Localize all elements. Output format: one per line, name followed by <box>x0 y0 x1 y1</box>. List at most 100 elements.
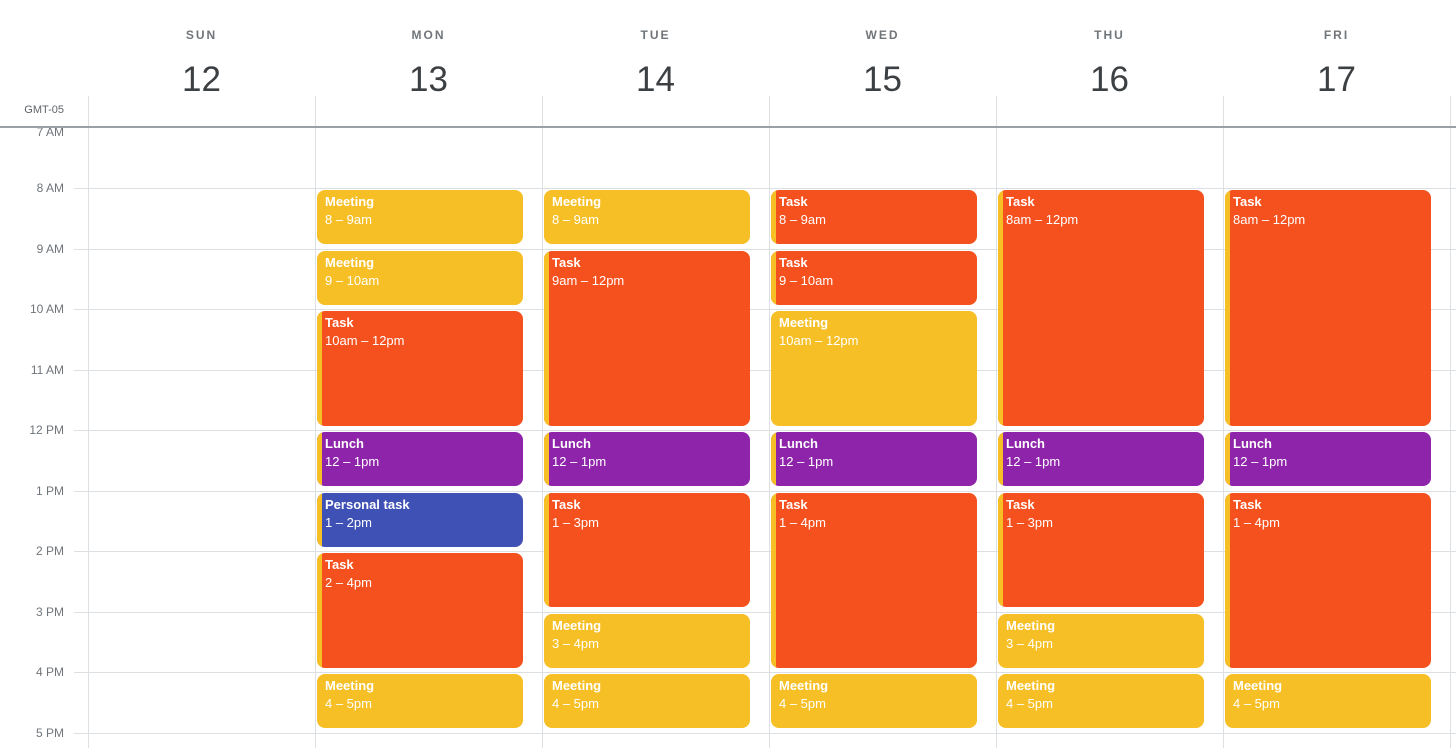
event-task[interactable]: Task 1 – 3pm <box>998 492 1204 608</box>
event-title: Personal task <box>325 496 410 512</box>
event-task[interactable]: Task 8am – 12pm <box>998 190 1204 426</box>
time-label: 7 AM <box>36 125 64 139</box>
event-time: 2 – 4pm <box>325 575 372 591</box>
event-meeting[interactable]: Meeting 3 – 4pm <box>998 613 1204 668</box>
column-gridline-stub <box>996 96 997 126</box>
hour-gridline <box>74 491 1456 492</box>
event-title: Lunch <box>552 436 591 452</box>
column-gridline-stub <box>1223 96 1224 126</box>
column-gridline-stub <box>542 96 543 126</box>
day-name: SUN <box>185 28 218 42</box>
event-meeting[interactable]: Meeting 4 – 5pm <box>998 674 1204 729</box>
day-column-sun[interactable] <box>89 127 315 748</box>
event-title: Meeting <box>552 617 602 633</box>
event-title: Meeting <box>325 678 375 694</box>
event-time: 8 – 9am <box>325 212 372 228</box>
day-header-sun[interactable]: SUN 12 <box>88 0 315 126</box>
event-lunch[interactable]: Lunch 12 – 1pm <box>998 432 1204 487</box>
event-title: Task <box>1233 194 1262 210</box>
event-meeting[interactable]: Meeting 4 – 5pm <box>317 674 523 729</box>
event-title: Meeting <box>1006 678 1056 694</box>
day-name: WED <box>865 28 900 42</box>
day-date: 14 <box>636 60 675 99</box>
column-gridline <box>769 127 770 748</box>
event-title: Lunch <box>325 436 364 452</box>
event-time: 9 – 10am <box>325 272 380 288</box>
time-label: 3 PM <box>35 605 64 619</box>
event-task[interactable]: Task 1 – 3pm <box>544 492 750 608</box>
event-title: Meeting <box>1233 678 1283 694</box>
hour-gridline <box>74 249 1456 250</box>
event-meeting[interactable]: Meeting 4 – 5pm <box>544 674 750 729</box>
event-time: 10am – 12pm <box>779 333 859 349</box>
hour-gridline <box>74 188 1456 189</box>
event-time: 1 – 4pm <box>779 514 826 530</box>
day-name: TUE <box>640 28 671 42</box>
event-time: 8am – 12pm <box>1233 212 1306 228</box>
event-task[interactable]: Task 9am – 12pm <box>544 250 750 426</box>
day-name: THU <box>1094 28 1125 42</box>
column-gridline-stub <box>1450 96 1451 126</box>
event-time: 12 – 1pm <box>552 454 607 470</box>
event-meeting[interactable]: Meeting 3 – 4pm <box>544 613 750 668</box>
event-time: 1 – 3pm <box>1006 514 1053 530</box>
event-title: Meeting <box>325 194 375 210</box>
event-meeting[interactable]: Meeting 4 – 5pm <box>771 674 977 729</box>
event-title: Lunch <box>1006 436 1045 452</box>
event-meeting[interactable]: Meeting 9 – 10am <box>317 250 523 305</box>
event-task[interactable]: Task 1 – 4pm <box>771 492 977 668</box>
column-gridline <box>1450 127 1451 748</box>
event-meeting[interactable]: Meeting 8 – 9am <box>317 190 523 245</box>
event-time: 3 – 4pm <box>552 635 599 651</box>
event-lunch[interactable]: Lunch 12 – 1pm <box>1225 432 1431 487</box>
timezone-label: GMT-05 <box>24 104 64 116</box>
event-title: Task <box>1233 496 1262 512</box>
event-lunch[interactable]: Lunch 12 – 1pm <box>317 432 523 487</box>
event-title: Meeting <box>779 678 829 694</box>
column-gridline-stub <box>315 96 316 126</box>
event-time: 12 – 1pm <box>1006 454 1061 470</box>
event-time: 4 – 5pm <box>325 696 372 712</box>
time-label: 8 AM <box>36 181 64 195</box>
event-task[interactable]: Task 2 – 4pm <box>317 553 523 668</box>
day-header-tue[interactable]: TUE 14 <box>542 0 769 126</box>
event-task[interactable]: Task 8 – 9am <box>771 190 977 245</box>
column-gridline <box>315 127 316 748</box>
event-lunch[interactable]: Lunch 12 – 1pm <box>544 432 750 487</box>
event-time: 1 – 2pm <box>325 514 372 530</box>
event-meeting[interactable]: Meeting 8 – 9am <box>544 190 750 245</box>
event-task[interactable]: Task 8am – 12pm <box>1225 190 1431 426</box>
event-time: 12 – 1pm <box>779 454 834 470</box>
event-time: 1 – 3pm <box>552 514 599 530</box>
time-label: 9 AM <box>36 242 64 256</box>
hour-gridline <box>74 551 1456 552</box>
event-title: Task <box>1006 194 1035 210</box>
event-meeting[interactable]: Meeting 10am – 12pm <box>771 311 977 426</box>
event-time: 9am – 12pm <box>552 272 625 288</box>
column-gridline <box>542 127 543 748</box>
time-label: 2 PM <box>35 544 64 558</box>
event-time: 8 – 9am <box>552 212 599 228</box>
event-lunch[interactable]: Lunch 12 – 1pm <box>771 432 977 487</box>
time-label: 1 PM <box>35 484 64 498</box>
day-date: 13 <box>409 60 448 99</box>
day-header-mon[interactable]: MON 13 <box>315 0 542 126</box>
day-header-thu[interactable]: THU 16 <box>996 0 1223 126</box>
day-name: MON <box>411 28 446 42</box>
day-header-wed[interactable]: WED 15 <box>769 0 996 126</box>
day-date: 17 <box>1317 60 1356 99</box>
event-time: 8 – 9am <box>779 212 826 228</box>
event-personal-task[interactable]: Personal task 1 – 2pm <box>317 492 523 547</box>
event-task[interactable]: Task 10am – 12pm <box>317 311 523 426</box>
event-time: 4 – 5pm <box>552 696 599 712</box>
event-time: 4 – 5pm <box>1233 696 1280 712</box>
day-header-fri[interactable]: FRI 17 <box>1223 0 1450 126</box>
day-date: 16 <box>1090 60 1129 99</box>
event-meeting[interactable]: Meeting 4 – 5pm <box>1225 674 1431 729</box>
event-time: 3 – 4pm <box>1006 635 1053 651</box>
event-task[interactable]: Task 1 – 4pm <box>1225 492 1431 668</box>
time-label: 10 AM <box>29 302 64 316</box>
event-task[interactable]: Task 9 – 10am <box>771 250 977 305</box>
